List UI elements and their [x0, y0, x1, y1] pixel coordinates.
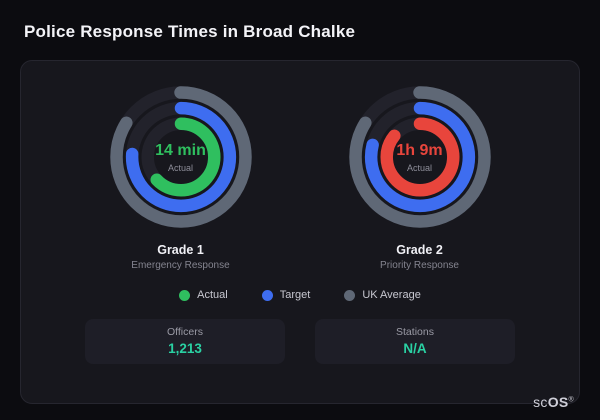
- stats-row: Officers 1,213 Stations N/A: [21, 319, 579, 364]
- legend-label-actual: Actual: [197, 289, 228, 301]
- stat-officers: Officers 1,213: [85, 319, 285, 364]
- legend-item-uk-average: UK Average: [344, 289, 421, 301]
- uk-average-dot-icon: [344, 289, 356, 301]
- gauge-grade-1-subtitle: Emergency Response: [131, 260, 230, 271]
- gauge-grade-2-chart: 1h 9m Actual: [342, 79, 498, 235]
- gauges-row: 14 min Actual Grade 1 Emergency Response…: [21, 61, 579, 271]
- gauge-grade-1-chart: 14 min Actual: [103, 79, 259, 235]
- registered-mark: ®: [568, 396, 574, 404]
- gauge-grade-1-title: Grade 1: [157, 243, 204, 257]
- response-times-card: 14 min Actual Grade 1 Emergency Response…: [20, 60, 580, 404]
- gauge-grade-2: 1h 9m Actual Grade 2 Priority Response: [320, 79, 520, 271]
- legend-label-target: Target: [279, 289, 311, 301]
- page-title: Police Response Times in Broad Chalke: [24, 22, 356, 41]
- legend-item-actual: Actual: [179, 289, 228, 301]
- stat-officers-value: 1,213: [168, 341, 202, 356]
- stat-officers-label: Officers: [167, 326, 203, 338]
- legend-label-uk-average: UK Average: [362, 289, 421, 301]
- legend: Actual Target UK Average: [21, 289, 579, 301]
- legend-item-target: Target: [261, 289, 311, 301]
- gauge-grade-1-rings: [103, 79, 259, 235]
- logo-part-os: OS: [547, 394, 569, 410]
- stat-stations: Stations N/A: [315, 319, 515, 364]
- actual-dot-icon: [179, 289, 191, 301]
- stat-stations-value: N/A: [403, 341, 427, 356]
- gauge-grade-2-rings: [342, 79, 498, 235]
- gauge-grade-2-title: Grade 2: [396, 243, 443, 257]
- scos-logo: scOS®: [533, 394, 574, 410]
- gauge-grade-2-subtitle: Priority Response: [380, 260, 459, 271]
- target-dot-icon: [261, 289, 273, 301]
- gauge-grade-1: 14 min Actual Grade 1 Emergency Response: [81, 79, 281, 271]
- stat-stations-label: Stations: [396, 326, 434, 338]
- logo-part-sc: sc: [533, 394, 548, 410]
